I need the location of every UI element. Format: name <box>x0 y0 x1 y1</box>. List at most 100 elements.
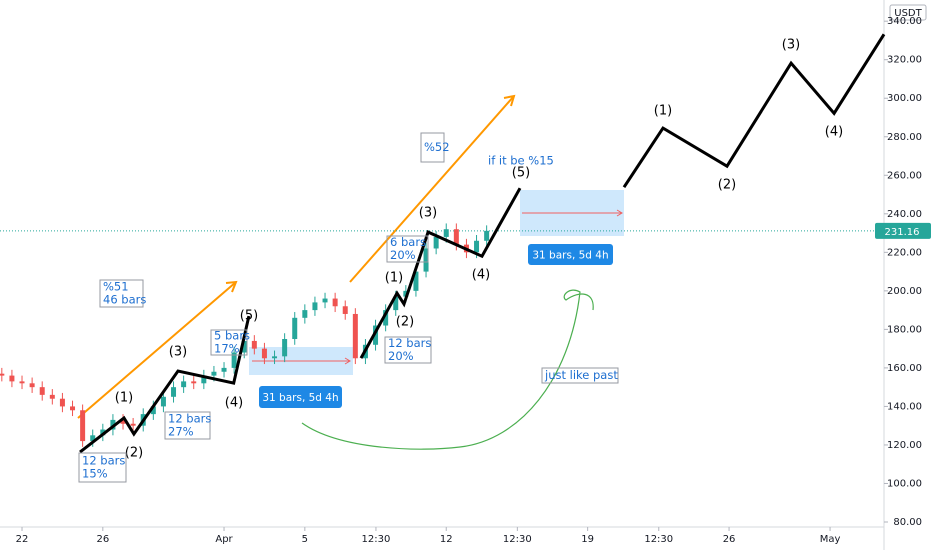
candle-body <box>423 248 429 272</box>
candle-body <box>201 375 207 384</box>
wave-label: (2) <box>396 315 414 330</box>
currency-label: USDT <box>894 8 922 19</box>
y-tick-label: 300.00 <box>887 93 922 104</box>
x-tick-label: 5 <box>302 534 308 545</box>
measure-tag <box>528 244 613 265</box>
trend-arrow <box>349 95 515 283</box>
y-tick-label: 200.00 <box>887 286 922 297</box>
candle-body <box>150 406 156 415</box>
note-text: just like past <box>544 368 618 382</box>
y-tick-label: 260.00 <box>887 170 922 181</box>
last-price-label: 231.16 <box>885 227 920 238</box>
x-tick-label: 19 <box>581 534 594 545</box>
candle-body <box>100 429 106 436</box>
wave-label: (2) <box>718 178 736 193</box>
candle-body <box>322 298 328 303</box>
note-box <box>78 452 127 483</box>
y-tick-label: 100.00 <box>887 478 922 489</box>
candle-body <box>211 371 217 376</box>
candle-body <box>403 290 409 297</box>
candle-body <box>231 352 237 368</box>
currency-box[interactable] <box>889 4 927 21</box>
note-box <box>210 329 248 356</box>
trend-arrow <box>77 281 237 419</box>
candle-body <box>160 396 166 407</box>
candle-body <box>9 375 15 382</box>
wave-label: (1) <box>654 104 672 119</box>
x-tick-label: 26 <box>96 534 109 545</box>
candle-body <box>352 313 358 359</box>
candle-body <box>332 298 338 307</box>
candle-body <box>19 381 25 384</box>
y-tick-label: 240.00 <box>887 209 922 220</box>
wave-label: (1) <box>385 271 403 286</box>
x-tick-label: 12:30 <box>362 534 391 545</box>
note-text: 27% <box>168 425 194 439</box>
x-tick-label: May <box>820 534 841 545</box>
candle-body <box>383 310 389 326</box>
wave-label: (5) <box>240 309 258 324</box>
y-tick-label: 80.00 <box>893 517 922 528</box>
last-price-tag <box>875 222 931 239</box>
measure-label: 31 bars, 5d 4h <box>532 250 608 262</box>
y-tick-label: 160.00 <box>887 363 922 374</box>
candle-body <box>342 306 348 314</box>
candle-body <box>70 406 76 411</box>
note-text: 12 bars <box>388 336 431 350</box>
x-tick-label: 12:30 <box>503 534 532 545</box>
note-text: 15% <box>82 467 108 481</box>
note-box <box>420 132 445 163</box>
note-text: 12 bars <box>168 412 211 426</box>
candle-body <box>393 296 399 311</box>
note-box <box>386 235 429 263</box>
candle-body <box>261 348 267 359</box>
candle-body <box>80 410 86 442</box>
y-tick-label: 120.00 <box>887 440 922 451</box>
candle-body <box>0 373 5 376</box>
note-text: %52 <box>424 140 450 154</box>
y-tick-label: 140.00 <box>887 401 922 412</box>
note-text: %51 <box>103 280 129 294</box>
candle-body <box>120 419 126 424</box>
wave-label: (5) <box>512 166 530 181</box>
wave-label: (3) <box>169 345 187 360</box>
candle-body <box>29 383 35 388</box>
candle-body <box>474 240 480 253</box>
note-text: if it be %15 <box>488 154 554 168</box>
candle-body <box>282 339 288 357</box>
candle-body <box>443 229 449 237</box>
note-text: 12 bars <box>82 454 125 468</box>
candle-body <box>433 236 439 249</box>
y-tick-label: 320.00 <box>887 55 922 66</box>
candle-body <box>171 387 177 397</box>
measure-tag <box>259 386 342 408</box>
note-text: 20% <box>388 349 414 363</box>
trend-arrow-head <box>225 280 238 293</box>
candle-body <box>39 387 45 395</box>
candle-body <box>453 229 459 245</box>
x-tick-label: 12 <box>440 534 453 545</box>
candle-body <box>312 302 318 311</box>
candle-body <box>302 310 308 318</box>
curved-arrow <box>301 289 594 450</box>
wave-label: (3) <box>419 206 437 221</box>
y-tick-label: 220.00 <box>887 247 922 258</box>
candle-body <box>272 356 278 359</box>
candle-body <box>181 381 187 388</box>
note-box <box>384 336 432 364</box>
x-tick-label: 26 <box>723 534 736 545</box>
candle-body <box>221 367 227 372</box>
y-tick-label: 280.00 <box>887 132 922 143</box>
candle-body <box>49 394 55 399</box>
note-text: 6 bars <box>390 235 426 249</box>
y-tick-label: 180.00 <box>887 324 922 335</box>
candle-body <box>484 230 490 241</box>
candle-body <box>191 381 197 384</box>
candle-body <box>130 423 136 426</box>
x-tick-label: Apr <box>215 534 233 545</box>
candle-body <box>59 398 65 407</box>
note-text: 5 bars <box>214 329 250 343</box>
x-tick-label: 22 <box>16 534 29 545</box>
